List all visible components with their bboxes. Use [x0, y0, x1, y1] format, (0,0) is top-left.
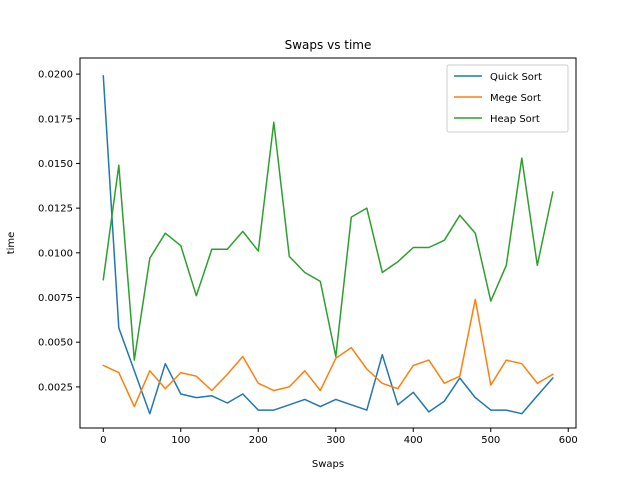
x-tick-label: 100: [171, 435, 190, 446]
series-line-heap-sort: [102, 121, 554, 361]
y-tick-label: 0.0175: [38, 114, 73, 125]
x-tick-label: 300: [326, 435, 345, 446]
y-tick-label: 0.0125: [38, 204, 73, 215]
x-axis-label: Swaps: [312, 459, 344, 470]
y-axis: 0.0025 0.0050 0.0075 0.0100 0.0125 0.0150 0.01…: [38, 70, 80, 393]
legend-label-heap-sort: Heap Sort: [490, 114, 540, 125]
chart-title: Swaps vs time: [285, 38, 372, 52]
y-tick-label: 0.0100: [38, 248, 73, 259]
legend: Quick Sort Mege Sort Heap Sort: [446, 64, 569, 133]
y-tick-label: 0.0025: [38, 382, 73, 393]
legend-label-quick-sort: Quick Sort: [490, 72, 542, 83]
y-tick-label: 0.0075: [38, 293, 73, 304]
axes-frame: [79, 57, 577, 429]
y-tick-label: 0.0050: [38, 338, 73, 349]
x-tick-label: 400: [404, 435, 423, 446]
x-tick-label: 500: [481, 435, 500, 446]
x-tick-label: 600: [559, 435, 578, 446]
x-tick-label: 200: [249, 435, 268, 446]
x-axis: 0 100 200 300 400 500 600: [100, 428, 578, 446]
y-tick-label: 0.0200: [38, 70, 73, 81]
legend-box: [446, 64, 569, 133]
y-tick-label: 0.0150: [38, 159, 73, 170]
x-tick-label: 0: [100, 435, 106, 446]
series-lines: [102, 75, 554, 415]
series-line-mege-sort: [102, 298, 554, 408]
legend-label-mege-sort: Mege Sort: [490, 93, 541, 104]
y-axis-label: time: [6, 232, 17, 255]
series-line-quick-sort: [102, 75, 554, 415]
